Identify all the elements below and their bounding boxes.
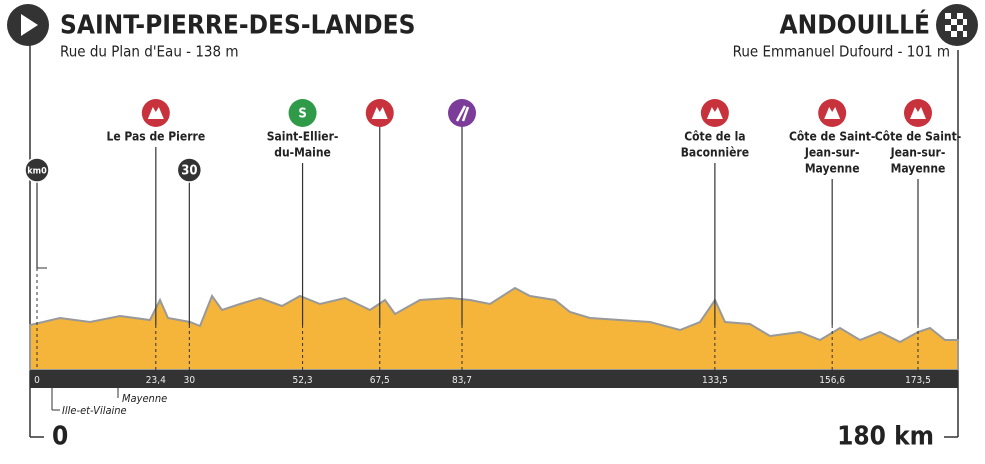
point-label: Côte de la	[684, 130, 745, 144]
km-label: 133,5	[702, 375, 728, 386]
point-label: du-Maine	[274, 146, 331, 160]
km-label: 23,4	[146, 375, 166, 386]
region-label: Ille-et-Vilaine	[62, 404, 127, 417]
icon-text: km0	[27, 167, 47, 177]
point-label: Côte de Saint-	[789, 130, 875, 144]
mountain-glyph	[909, 107, 926, 119]
mountain-glyph	[706, 107, 723, 119]
point-label: Jean-sur-	[890, 146, 946, 160]
point-label: Saint-Ellier-	[267, 130, 339, 144]
point-icon	[176, 157, 203, 183]
mountain-glyph	[371, 107, 388, 119]
km-label: 0	[34, 375, 40, 386]
km-label: 83,7	[452, 375, 472, 386]
end-distance: 180 km	[837, 422, 934, 452]
start-distance: 0	[52, 422, 68, 452]
point-label: Côte de Saint-	[875, 130, 961, 144]
point-icon	[24, 157, 50, 183]
point-label: Mayenne	[805, 162, 860, 176]
finish-subtitle: Rue Emmanuel Dufourd - 101 m	[733, 43, 950, 61]
start-subtitle: Rue du Plan d'Eau - 138 m	[60, 43, 239, 61]
feed-glyph	[455, 105, 470, 122]
mountain-glyph	[147, 107, 164, 119]
profile-area	[29, 286, 959, 371]
region-label: Mayenne	[122, 392, 167, 405]
finish-icon	[936, 4, 978, 46]
km-label: 173,5	[905, 375, 931, 386]
point-label: Baconnière	[681, 146, 749, 160]
icon-text: S	[298, 107, 306, 122]
km-label: 30	[184, 375, 196, 386]
start-arrow	[21, 14, 38, 36]
point-label: Le Pas de Pierre	[106, 130, 205, 144]
finish-title: ANDOUILLÉ	[780, 9, 930, 41]
icon-text: 30	[181, 164, 197, 179]
km-label: 52,3	[293, 375, 313, 386]
km-label: 156,6	[819, 375, 845, 386]
point-label: Mayenne	[891, 162, 946, 176]
point-label: Jean-sur-	[804, 146, 860, 160]
km-label: 67,5	[370, 375, 390, 386]
start-title: SAINT-PIERRE-DES-LANDES	[60, 11, 415, 41]
mountain-glyph	[824, 107, 841, 119]
distance-bar	[30, 370, 958, 388]
point-icon	[288, 99, 317, 127]
